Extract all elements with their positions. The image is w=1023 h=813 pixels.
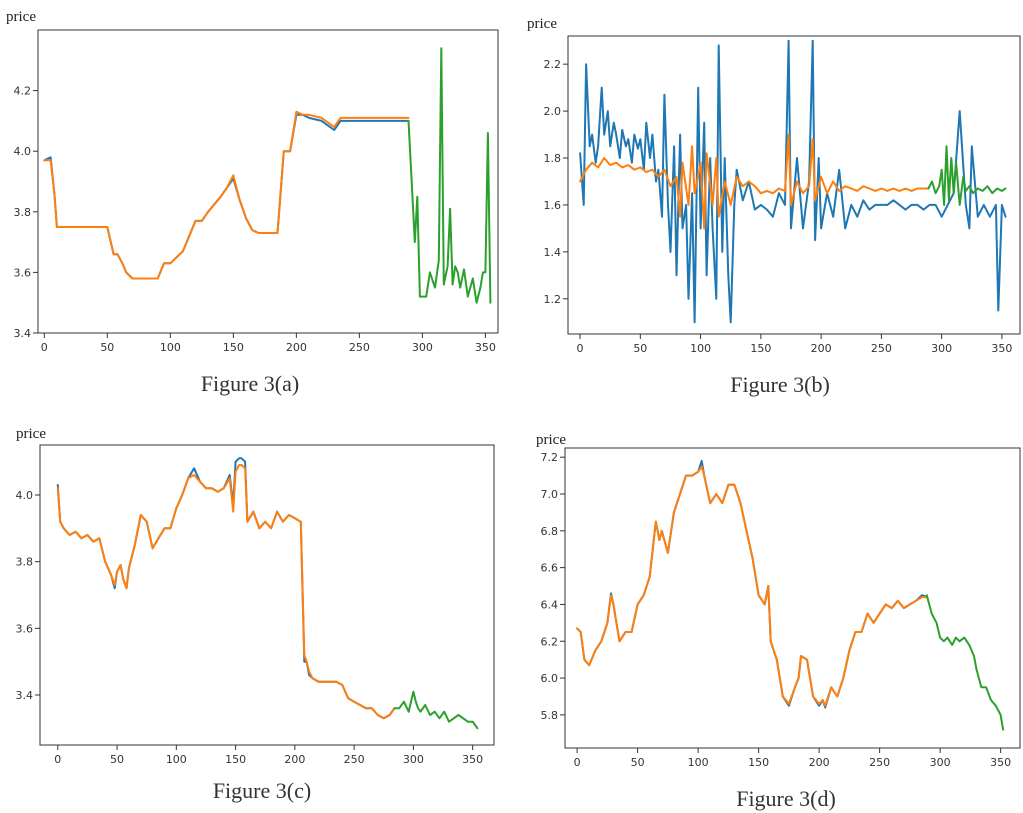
series-line-2 [576,465,928,707]
y-tick-label: 3.6 [16,622,34,635]
x-tick-label: 100 [688,756,709,769]
x-tick-label: 0 [41,341,48,354]
series-line-1 [56,457,396,720]
y-tick-label: 1.6 [544,199,562,212]
y-tick-label: 3.4 [16,689,34,702]
series-line-3 [927,145,1007,206]
x-tick-label: 0 [577,342,584,355]
y-tick-label: 1.4 [544,246,562,259]
y-tick-label: 6.2 [541,635,559,648]
plot-frame [39,444,495,746]
plot-frame [37,29,499,334]
series-line-3 [393,690,479,730]
x-tick-label: 350 [990,756,1011,769]
y-axis-label: price [536,432,566,448]
figure-caption: Figure 3(a) [201,371,299,396]
x-tick-label: 200 [809,756,830,769]
x-tick-label: 300 [403,753,424,766]
x-tick-label: 0 [574,756,581,769]
x-tick-label: 50 [110,753,124,766]
y-tick-label: 4.0 [14,145,32,158]
x-tick-label: 350 [991,342,1012,355]
x-tick-label: 300 [930,756,951,769]
x-tick-label: 100 [160,341,181,354]
y-tick-label: 2.2 [544,58,562,71]
figure-caption: Figure 3(d) [736,786,836,811]
x-tick-label: 250 [869,756,890,769]
figure-caption: Figure 3(b) [730,372,830,397]
series-line-1 [43,113,410,280]
x-tick-label: 300 [931,342,952,355]
y-tick-label: 3.8 [14,206,32,219]
series-line-2 [579,133,930,230]
x-tick-label: 300 [412,341,433,354]
x-tick-label: 50 [631,756,645,769]
series-line-1 [579,39,1007,324]
x-tick-label: 350 [462,753,483,766]
x-tick-label: 250 [344,753,365,766]
x-tick-label: 100 [690,342,711,355]
x-tick-label: 100 [166,753,187,766]
x-tick-label: 200 [284,753,305,766]
y-tick-label: 6.6 [541,562,559,575]
x-tick-label: 150 [748,756,769,769]
x-tick-label: 150 [750,342,771,355]
y-axis-label: price [6,9,36,25]
x-tick-label: 250 [349,341,370,354]
figure-caption: Figure 3(c) [213,778,311,803]
plot-frame [564,447,1021,749]
x-tick-label: 150 [223,341,244,354]
y-tick-label: 5.8 [541,709,559,722]
x-tick-label: 0 [54,753,61,766]
y-tick-label: 7.0 [541,488,559,501]
y-axis-label: price [527,16,557,32]
y-tick-label: 3.6 [14,266,32,279]
y-tick-label: 4.2 [14,85,32,98]
y-tick-label: 3.8 [16,556,34,569]
panel-figure-3c: 0 50 100 150 200 250 300 350 3.4 3.6 3.8 4.0 price Fi… [16,426,495,803]
series-line-2 [56,464,396,720]
series-line-1 [576,459,928,709]
y-tick-label: 4.0 [16,489,34,502]
y-tick-label: 1.8 [544,152,562,165]
x-tick-label: 200 [811,342,832,355]
y-tick-label: 6.8 [541,525,559,538]
y-tick-label: 3.4 [14,327,32,340]
plot-frame [567,35,1021,335]
y-axis-label: price [16,426,46,442]
y-tick-label: 7.2 [541,451,559,464]
series-line-3 [925,594,1005,731]
panel-figure-3a: 0 50 100 150 200 250 300 350 3.4 3.6 3.8 4.0 4.2 pric… [6,9,499,396]
y-tick-label: 2.0 [544,105,562,118]
series-line-2 [43,110,410,280]
x-tick-label: 350 [475,341,496,354]
panel-figure-3b: 0 50 100 150 200 250 300 350 1.2 1.4 1.6 1.8 2.0 2.2 p… [527,16,1021,397]
x-tick-label: 50 [633,342,647,355]
panel-figure-3d: 0 50 100 150 200 250 300 350 5.8 6.0 6.2 6.4 6.6 6.8 7… [536,432,1021,811]
x-tick-label: 200 [286,341,307,354]
x-tick-label: 50 [100,341,114,354]
y-tick-label: 6.4 [541,598,559,611]
x-tick-label: 250 [871,342,892,355]
y-tick-label: 1.2 [544,293,562,306]
y-tick-label: 6.0 [541,672,559,685]
x-tick-label: 150 [225,753,246,766]
series-line-3 [407,47,492,304]
